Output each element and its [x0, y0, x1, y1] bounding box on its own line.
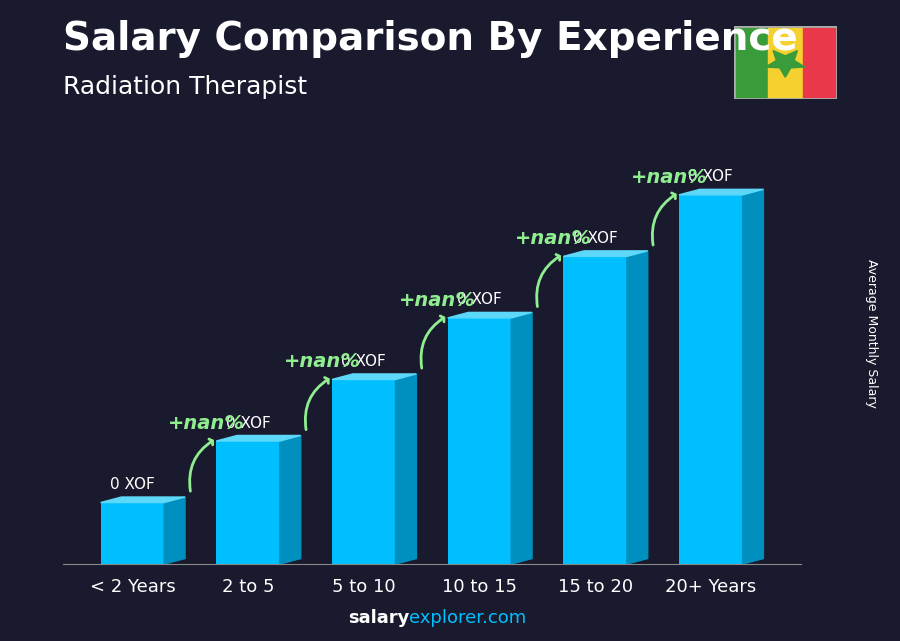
Polygon shape [627, 251, 648, 564]
Text: Average Monthly Salary: Average Monthly Salary [865, 259, 878, 408]
Text: +nan%: +nan% [400, 290, 476, 310]
Bar [679, 195, 742, 564]
Polygon shape [280, 435, 301, 564]
Bar [803, 26, 837, 99]
Polygon shape [447, 312, 532, 318]
Text: +nan%: +nan% [631, 167, 707, 187]
Text: Salary Comparison By Experience: Salary Comparison By Experience [63, 20, 797, 58]
Polygon shape [563, 251, 648, 256]
Bar [768, 26, 803, 99]
Bar [216, 441, 280, 564]
Polygon shape [742, 189, 763, 564]
Text: 0 XOF: 0 XOF [572, 231, 617, 246]
Polygon shape [164, 497, 185, 564]
Bar [101, 503, 164, 564]
Polygon shape [216, 435, 301, 441]
Text: 0 XOF: 0 XOF [110, 477, 155, 492]
Text: 0 XOF: 0 XOF [688, 169, 734, 185]
Bar [563, 256, 627, 564]
Polygon shape [101, 497, 185, 503]
Polygon shape [396, 374, 417, 564]
Text: Radiation Therapist: Radiation Therapist [63, 76, 307, 99]
Text: explorer.com: explorer.com [410, 609, 526, 627]
Text: salary: salary [348, 609, 410, 627]
Bar [332, 379, 396, 564]
Bar [447, 318, 511, 564]
Text: +nan%: +nan% [284, 352, 361, 371]
Polygon shape [511, 312, 532, 564]
Text: 0 XOF: 0 XOF [226, 415, 271, 431]
Polygon shape [679, 189, 763, 195]
Polygon shape [766, 51, 805, 77]
Text: +nan%: +nan% [515, 229, 592, 248]
Polygon shape [332, 374, 417, 379]
Text: 0 XOF: 0 XOF [457, 292, 502, 308]
Text: +nan%: +nan% [168, 413, 245, 433]
Bar [734, 26, 768, 99]
Text: 0 XOF: 0 XOF [341, 354, 386, 369]
